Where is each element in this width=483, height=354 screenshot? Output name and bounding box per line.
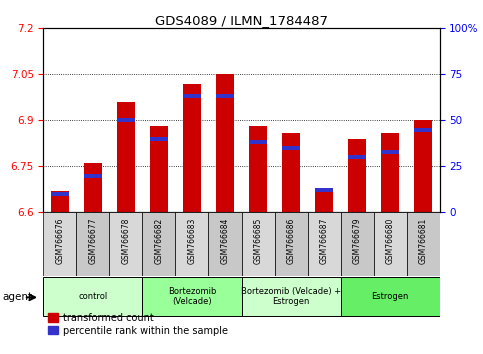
Bar — [51, 192, 69, 196]
Bar — [242, 278, 341, 316]
Bar — [117, 118, 135, 122]
Bar — [183, 84, 201, 212]
Text: agent: agent — [2, 292, 32, 302]
Bar — [381, 133, 399, 212]
Bar — [183, 95, 201, 98]
Bar — [348, 155, 366, 159]
Bar — [407, 212, 440, 276]
Bar — [315, 188, 333, 192]
Text: control: control — [78, 292, 108, 301]
Text: Bortezomib (Velcade) +
Estrogen: Bortezomib (Velcade) + Estrogen — [241, 287, 341, 306]
Bar — [282, 133, 300, 212]
Text: GSM766680: GSM766680 — [385, 217, 395, 264]
Bar — [76, 212, 110, 276]
Bar — [341, 278, 440, 316]
Text: Estrogen: Estrogen — [371, 292, 409, 301]
Bar — [209, 212, 242, 276]
Bar — [381, 150, 399, 154]
Bar — [175, 212, 209, 276]
Bar — [43, 212, 76, 276]
Bar — [216, 95, 234, 98]
Bar — [84, 173, 102, 178]
Bar — [308, 212, 341, 276]
Bar — [142, 212, 175, 276]
Bar — [373, 212, 407, 276]
Bar — [84, 163, 102, 212]
Text: GSM766686: GSM766686 — [286, 217, 296, 264]
Text: GSM766679: GSM766679 — [353, 217, 361, 264]
Bar — [274, 212, 308, 276]
Bar — [142, 278, 242, 316]
Bar — [282, 146, 300, 150]
Text: GSM766682: GSM766682 — [155, 217, 163, 264]
Bar — [216, 74, 234, 212]
Text: Bortezomib
(Velcade): Bortezomib (Velcade) — [168, 287, 216, 306]
Text: GSM766681: GSM766681 — [419, 217, 427, 264]
Text: GSM766676: GSM766676 — [56, 217, 64, 264]
Bar — [117, 102, 135, 212]
Text: GSM766677: GSM766677 — [88, 217, 98, 264]
Text: GSM766684: GSM766684 — [221, 217, 229, 264]
Bar — [242, 212, 274, 276]
Bar — [414, 127, 432, 132]
Text: GSM766683: GSM766683 — [187, 217, 197, 264]
Bar — [249, 126, 267, 212]
Bar — [315, 188, 333, 212]
Bar — [150, 137, 168, 141]
Bar — [414, 120, 432, 212]
Title: GDS4089 / ILMN_1784487: GDS4089 / ILMN_1784487 — [155, 14, 328, 27]
Bar — [51, 191, 69, 212]
Bar — [43, 278, 142, 316]
Bar — [341, 212, 373, 276]
Bar — [249, 141, 267, 144]
Bar — [348, 139, 366, 212]
Bar — [110, 212, 142, 276]
Text: GSM766678: GSM766678 — [122, 217, 130, 264]
Legend: transformed count, percentile rank within the sample: transformed count, percentile rank withi… — [48, 313, 228, 336]
Text: GSM766685: GSM766685 — [254, 217, 262, 264]
Text: GSM766687: GSM766687 — [320, 217, 328, 264]
Bar — [150, 126, 168, 212]
